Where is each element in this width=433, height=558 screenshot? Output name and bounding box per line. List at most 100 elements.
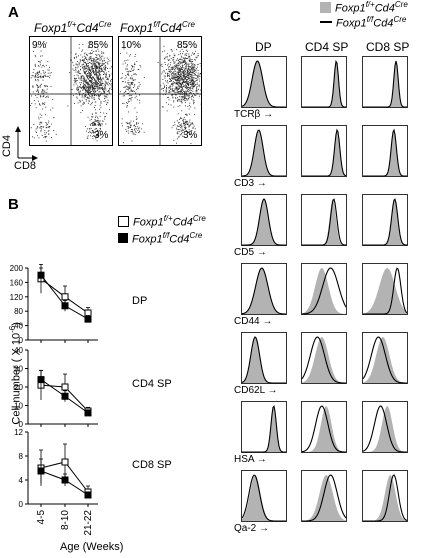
legend-item-gray: Foxp1f/+Cd4Cre [320,0,408,15]
panel-b-legend: Foxp1f/+Cd4Cre Foxp1f/fCd4Cre [118,214,206,245]
histogram-4-1 [301,332,347,384]
panel-b-x-label: Age (Weeks) [60,541,124,553]
dotplot-2-q-top-right: 85% [177,40,198,51]
panel-b-letter: B [8,196,19,213]
histogram-5-2 [362,401,408,453]
gray-histogram [242,268,286,314]
y-tick-label: 10 [14,402,23,411]
black-histogram [242,198,286,246]
gray-square-icon [320,1,331,13]
black-histogram [363,128,407,177]
histogram-2-2 [362,194,408,246]
y-tick-label: 12 [14,428,23,437]
gray-histogram [242,130,286,176]
gray-histogram [242,475,286,521]
y-tick-label: 160 [10,278,24,287]
histogram-3-2 [362,263,408,315]
column-header-dp: DP [255,40,272,54]
y-tick-label: 4 [19,476,24,485]
chart-title: CD8 SP [132,459,172,471]
panel-c-legend: Foxp1f/+Cd4Cre Foxp1f/fCd4Cre [320,0,408,29]
black-histogram [363,60,407,108]
chart-title: DP [132,295,147,307]
dotplot-1-title: Foxp1f/+Cd4Cre [34,20,112,35]
marker-label: CD62L → [234,385,278,396]
y-tick-label: 20 [14,383,23,392]
gray-histogram [242,337,286,383]
filled-square-marker [61,392,69,400]
histogram-0-1 [301,56,347,108]
dotplot-1 [29,36,113,146]
chart-title: CD4 SP [132,378,172,390]
dotplot-x-axis-label: CD8 [14,160,37,172]
black-histogram [302,474,347,522]
filled-square-marker [37,271,45,279]
legend-item-black-line: Foxp1f/fCd4Cre [320,15,408,29]
gray-histogram [363,199,407,245]
gray-histogram [242,199,286,245]
black-histogram [241,474,286,522]
gray-histogram [302,337,346,383]
open-square-marker [61,383,69,391]
legend-item-knockout: Foxp1f/fCd4Cre [118,231,206,245]
histogram-1-0 [241,125,287,177]
gray-histogram [302,475,346,521]
y-tick-label: 30 [14,365,23,374]
y-tick-label: 120 [10,293,24,302]
y-tick-label: 0 [19,336,24,345]
histogram-0-0 [241,56,287,108]
black-line-icon [320,20,332,23]
histogram-5-1 [301,401,347,453]
gray-histogram [242,406,286,452]
black-histogram [241,60,286,108]
panel-c-letter: C [230,8,241,25]
x-tick-label: 8-10 [60,510,71,530]
dotplot-axis-arrows [15,126,38,161]
marker-label: CD3 → [234,178,267,189]
panel-a-letter: A [8,4,19,21]
y-tick-label: 40 [14,346,23,355]
y-tick-label: 8 [19,452,24,461]
gray-histogram [302,268,346,314]
gray-histogram [302,406,346,452]
column-header-cd4sp: CD4 SP [305,40,349,54]
gray-histogram [363,61,407,107]
black-histogram [363,474,408,522]
gray-histogram [363,475,407,521]
dotplot-1-q-bottom-right: 3% [94,130,109,141]
open-square-icon [118,215,129,227]
histogram-6-2 [362,470,408,522]
histogram-1-1 [301,125,347,177]
histogram-3-1 [301,263,347,315]
filled-square-marker [37,376,45,384]
black-histogram [302,198,347,246]
filled-square-marker [61,302,69,310]
filled-square-marker [84,315,92,323]
histogram-6-0 [241,470,287,522]
dotplot-2 [118,36,202,146]
gray-histogram [363,337,407,383]
marker-label: HSA → [234,454,267,465]
black-histogram [302,267,347,315]
gray-histogram [363,406,407,452]
black-histogram [241,267,286,315]
dotplot-2-q-bottom-right: 3% [183,130,198,141]
filled-square-marker [37,467,45,475]
open-square-marker [84,309,92,317]
gray-histogram [242,61,286,107]
black-histogram [363,198,408,246]
y-tick-label: 200 [10,264,24,273]
gray-histogram [363,268,407,314]
histogram-4-2 [362,332,408,384]
black-histogram [301,336,346,384]
dotplot-1-q-top-right: 85% [88,40,109,51]
legend-item-heterozygous: Foxp1f/+Cd4Cre [118,214,206,229]
filled-square-marker [84,409,92,417]
histogram-0-2 [362,56,408,108]
open-square-marker [61,458,69,466]
black-histogram [362,405,407,453]
gray-histogram [363,130,407,176]
dotplot-1-q-top-left: 9% [32,40,47,51]
panel-b-y-label: Cell number ( X 10-6) [7,322,23,425]
